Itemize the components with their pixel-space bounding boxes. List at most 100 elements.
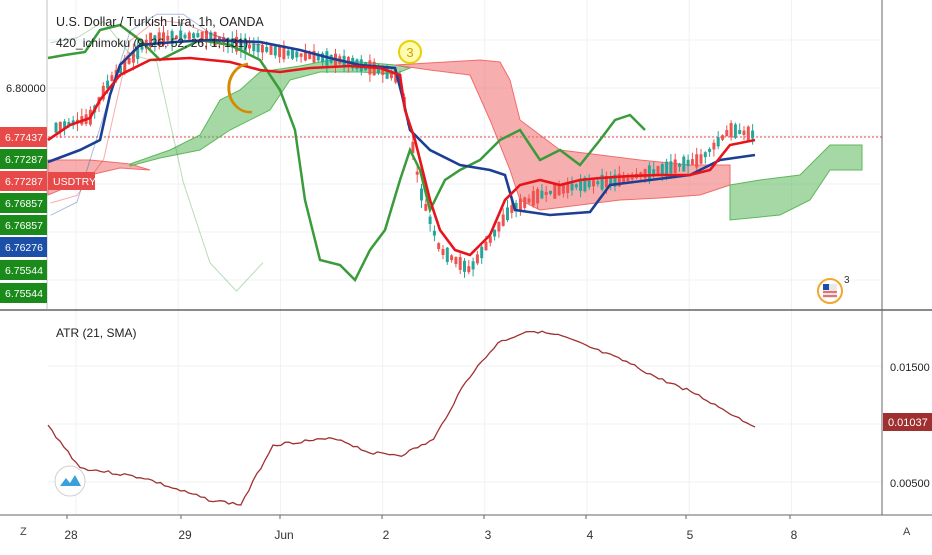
tenkan-line — [47, 56, 756, 257]
price-badge-label: 6.77287 — [5, 154, 43, 166]
flag-count: 3 — [844, 275, 850, 286]
grid — [48, 0, 882, 515]
candle-body — [278, 46, 282, 58]
candle-body — [381, 67, 385, 76]
x-tick-label: 2 — [383, 528, 390, 542]
x-tick-label: 3 — [485, 528, 492, 542]
candle-body — [725, 130, 729, 137]
candle-body — [480, 246, 484, 259]
price-badge-label: 6.76857 — [5, 220, 43, 232]
candle-body — [566, 183, 570, 193]
candle-body — [699, 154, 703, 164]
price-badge — [0, 171, 47, 191]
candle-body — [106, 80, 110, 89]
candle-body — [656, 166, 660, 175]
candle-body — [295, 51, 299, 58]
candle-body — [239, 39, 243, 51]
chikou-line — [47, 23, 646, 283]
auto-scale-toggle-label[interactable]: A — [903, 526, 911, 538]
candle-body — [622, 174, 626, 184]
candle-body — [162, 32, 165, 45]
candle-body — [613, 174, 617, 187]
candle-body — [58, 121, 62, 132]
candle-body — [609, 177, 613, 185]
candle-body — [450, 255, 454, 261]
candle-body — [463, 260, 466, 272]
candle-body — [600, 174, 604, 190]
candle-body — [660, 163, 664, 175]
candle-body — [54, 122, 58, 133]
x-tick-label: 8 — [791, 528, 798, 542]
candle-body — [273, 46, 277, 56]
price-badge — [0, 260, 47, 280]
candle-body — [596, 181, 600, 185]
symbol-tag-label: USDTRY — [53, 176, 96, 188]
candle-body — [424, 204, 428, 211]
atr-title: ATR (21, SMA) — [56, 326, 136, 340]
candle-body — [299, 53, 303, 57]
candle-body — [196, 33, 200, 38]
candle-body — [174, 35, 178, 40]
candle-body — [746, 126, 750, 141]
candle-body — [170, 31, 174, 45]
candle-body — [205, 30, 208, 43]
candle-body — [101, 85, 105, 100]
candle-body — [518, 198, 522, 212]
candle-body — [415, 171, 419, 175]
candle-body — [604, 175, 608, 188]
candle-body — [708, 148, 712, 152]
cloud-region — [47, 159, 151, 196]
candle-body — [127, 57, 131, 64]
candle-body — [467, 266, 471, 273]
candle-body — [303, 50, 307, 61]
series-line-2 — [50, 20, 264, 292]
candle-body — [192, 33, 196, 38]
timezone-toggle-label[interactable]: Z — [20, 526, 27, 538]
candle-body — [510, 205, 514, 213]
candle-body — [200, 31, 204, 40]
candle-body — [420, 188, 423, 201]
candle-body — [506, 207, 509, 221]
moon-marker-icon — [227, 62, 253, 114]
candle-body — [428, 216, 432, 225]
indicator-lines — [47, 13, 756, 292]
price-badge-label: 6.75544 — [5, 265, 43, 277]
price-badge — [0, 215, 47, 235]
price-badge-label: 6.77437 — [5, 132, 43, 144]
candle-body — [587, 180, 591, 188]
cloud-region — [129, 59, 412, 167]
price-badge — [0, 193, 47, 213]
candle-body — [484, 241, 488, 251]
candle-body — [157, 32, 161, 46]
candle-body — [540, 190, 544, 199]
candle-body — [321, 53, 325, 63]
candle-body — [665, 161, 669, 176]
price-badge — [0, 149, 47, 169]
x-tick-label: Jun — [274, 528, 293, 542]
candle-body — [389, 73, 393, 79]
candle-body — [308, 53, 312, 60]
candle-body — [549, 190, 552, 194]
price-badge-label: 6.77287 — [5, 176, 43, 188]
candle-body — [110, 75, 114, 81]
candle-body — [316, 54, 320, 61]
x-tick-label: 28 — [64, 528, 78, 542]
tradingview-logo-icon[interactable] — [54, 465, 86, 497]
candle-body — [230, 38, 234, 48]
candle-body — [729, 123, 733, 138]
candle-body — [733, 124, 737, 138]
candle-body — [140, 46, 144, 50]
candle-body — [544, 191, 548, 196]
candle-body — [493, 229, 497, 237]
candle-body — [63, 121, 67, 130]
candle-body — [256, 43, 260, 53]
candle-body — [282, 45, 286, 60]
candle-body — [617, 173, 621, 187]
candle-body — [570, 183, 574, 191]
candle-body — [475, 254, 479, 264]
atr-value-label: 0.01037 — [888, 417, 928, 429]
candle-body — [394, 73, 398, 83]
candle-body — [377, 66, 380, 74]
candle-body — [265, 47, 269, 52]
